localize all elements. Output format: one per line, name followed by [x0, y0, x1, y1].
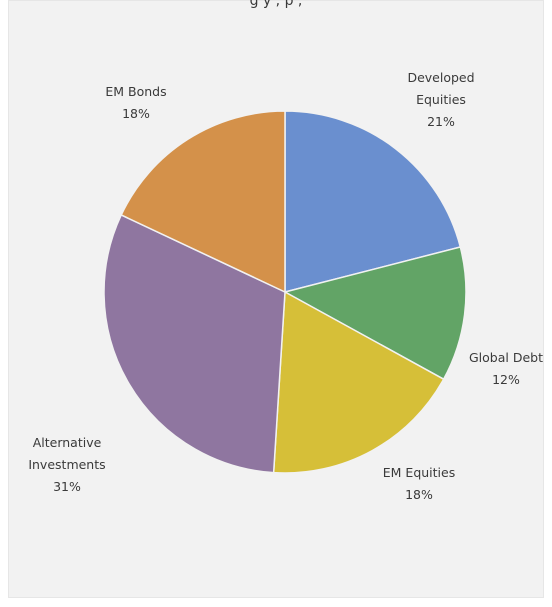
- pie-slice-alternative-investments: [103, 213, 286, 474]
- pie-labels: Developed Equities 21% Global Debt 12% EM Equ…: [28, 70, 543, 502]
- pie-slice-global-debt: [282, 246, 467, 381]
- slice-label-alternative-investments: Alternative Investments 31%: [28, 435, 105, 494]
- slice-label-em-bonds: EM Bonds 18%: [105, 84, 166, 121]
- pie-slices: [103, 110, 467, 474]
- pie-slice-em-bonds: [120, 110, 286, 294]
- slice-label-global-debt: Global Debt 12%: [469, 350, 543, 387]
- slice-label-developed-equities: Developed Equities 21%: [407, 70, 474, 129]
- pie-slice-em-equities: [272, 290, 445, 474]
- pie-slice-developed-equities: [284, 110, 462, 293]
- slice-label-em-equities: EM Equities 18%: [383, 465, 455, 502]
- chart-title-cropped: g y , p ,: [249, 0, 303, 9]
